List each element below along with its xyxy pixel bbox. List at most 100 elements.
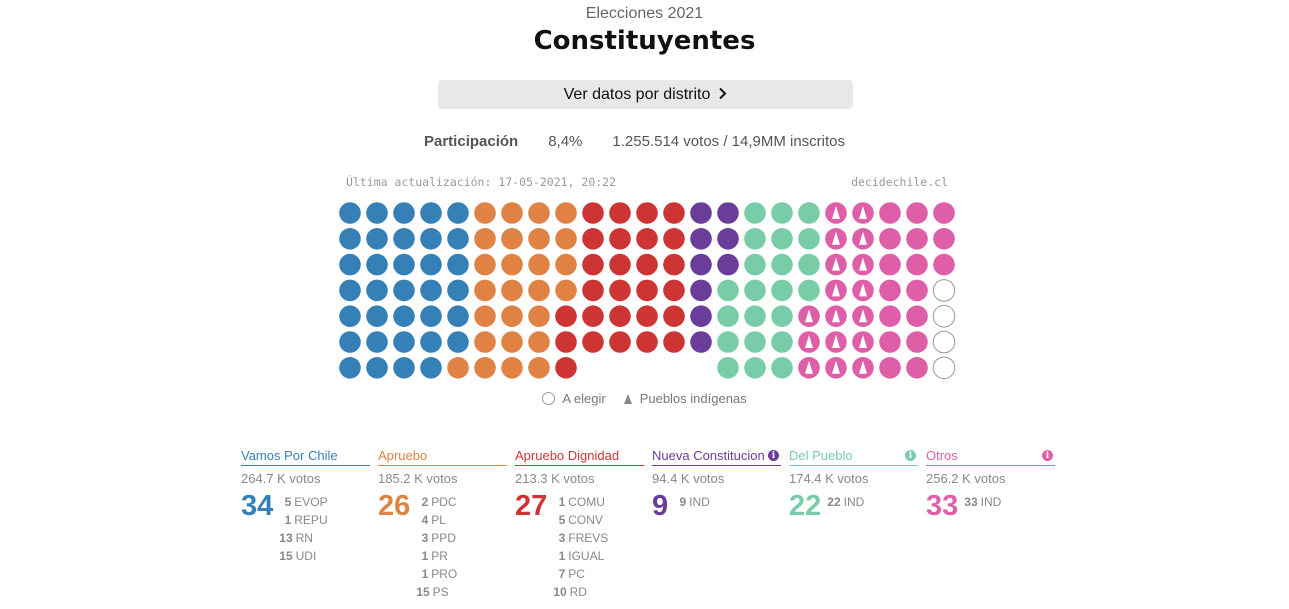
seat-nueva[interactable] bbox=[690, 202, 712, 224]
seat-vamos[interactable] bbox=[420, 305, 442, 327]
source-link[interactable]: decidechile.cl bbox=[851, 175, 948, 189]
seat-dignidad[interactable] bbox=[663, 279, 685, 302]
seat-pueblo[interactable] bbox=[717, 357, 739, 379]
seat-vamos[interactable] bbox=[447, 279, 469, 302]
info-icon[interactable]: i bbox=[905, 450, 916, 461]
seat-vamos[interactable] bbox=[393, 331, 415, 353]
seat-otros[interactable] bbox=[879, 331, 901, 353]
seat-otros[interactable] bbox=[879, 279, 901, 302]
seat-apruebo[interactable] bbox=[501, 228, 523, 250]
seat-otros[interactable] bbox=[933, 228, 955, 250]
seat-otros[interactable] bbox=[933, 202, 955, 224]
seat-vamos[interactable] bbox=[447, 202, 469, 224]
seat-dignidad[interactable] bbox=[636, 253, 658, 276]
seat-apruebo[interactable] bbox=[501, 279, 523, 302]
seat-dignidad[interactable] bbox=[555, 357, 577, 379]
seat-pending[interactable] bbox=[932, 304, 956, 328]
seat-otros[interactable] bbox=[879, 202, 901, 224]
seat-vamos[interactable] bbox=[366, 228, 388, 250]
seat-apruebo[interactable] bbox=[501, 253, 523, 276]
seat-pueblo[interactable] bbox=[798, 253, 820, 276]
seat-apruebo[interactable] bbox=[474, 357, 496, 379]
seat-apruebo[interactable] bbox=[555, 253, 577, 276]
seat-vamos[interactable] bbox=[366, 253, 388, 276]
seat-nueva[interactable] bbox=[690, 331, 712, 353]
seat-vamos[interactable] bbox=[366, 357, 388, 379]
seat-pueblo[interactable] bbox=[717, 305, 739, 327]
seat-apruebo[interactable] bbox=[447, 357, 469, 379]
seat-dignidad[interactable] bbox=[555, 331, 577, 353]
seat-otros[interactable] bbox=[879, 253, 901, 276]
seat-vamos[interactable] bbox=[366, 202, 388, 224]
seat-vamos[interactable] bbox=[393, 305, 415, 327]
seat-apruebo[interactable] bbox=[528, 228, 550, 250]
seat-apruebo[interactable] bbox=[528, 279, 550, 302]
seat-vamos[interactable] bbox=[366, 331, 388, 353]
seat-dignidad[interactable] bbox=[636, 279, 658, 302]
seat-vamos[interactable] bbox=[366, 279, 388, 302]
seat-vamos[interactable] bbox=[393, 253, 415, 276]
seat-dignidad[interactable] bbox=[582, 305, 604, 327]
seat-pueblo[interactable] bbox=[771, 331, 793, 353]
seat-pending[interactable] bbox=[932, 279, 956, 302]
seat-pending[interactable] bbox=[932, 330, 956, 354]
seat-vamos[interactable] bbox=[339, 357, 361, 379]
seat-pueblo[interactable] bbox=[744, 202, 766, 224]
seat-apruebo[interactable] bbox=[501, 331, 523, 353]
seat-otros[interactable] bbox=[879, 357, 901, 379]
seat-pueblo[interactable] bbox=[717, 331, 739, 353]
seat-dignidad[interactable] bbox=[663, 305, 685, 327]
seat-apruebo[interactable] bbox=[528, 357, 550, 379]
seat-otros[interactable] bbox=[879, 305, 901, 327]
seat-dignidad[interactable] bbox=[609, 202, 631, 224]
seat-vamos[interactable] bbox=[447, 331, 469, 353]
seat-otros[interactable] bbox=[933, 253, 955, 276]
seat-dignidad[interactable] bbox=[555, 305, 577, 327]
seat-otros[interactable] bbox=[906, 357, 928, 379]
seat-nueva[interactable] bbox=[690, 305, 712, 327]
seat-pueblo[interactable] bbox=[771, 357, 793, 379]
seat-pueblo[interactable] bbox=[798, 279, 820, 302]
seat-apruebo[interactable] bbox=[501, 202, 523, 224]
seat-dignidad[interactable] bbox=[663, 228, 685, 250]
seat-otros[interactable] bbox=[906, 228, 928, 250]
seat-pueblo[interactable] bbox=[771, 228, 793, 250]
seat-dignidad[interactable] bbox=[582, 202, 604, 224]
seat-otros[interactable] bbox=[906, 279, 928, 302]
seat-pueblo[interactable] bbox=[798, 202, 820, 224]
seat-apruebo[interactable] bbox=[555, 228, 577, 250]
seat-vamos[interactable] bbox=[339, 253, 361, 276]
seat-nueva[interactable] bbox=[717, 228, 739, 250]
district-data-button[interactable]: Ver datos por distrito bbox=[438, 80, 853, 109]
seat-apruebo[interactable] bbox=[474, 279, 496, 302]
seat-vamos[interactable] bbox=[420, 279, 442, 302]
seat-vamos[interactable] bbox=[420, 357, 442, 379]
seat-dignidad[interactable] bbox=[663, 253, 685, 276]
seat-vamos[interactable] bbox=[366, 305, 388, 327]
seat-apruebo[interactable] bbox=[528, 253, 550, 276]
seat-nueva[interactable] bbox=[690, 279, 712, 302]
seat-vamos[interactable] bbox=[420, 253, 442, 276]
seat-dignidad[interactable] bbox=[663, 331, 685, 353]
seat-nueva[interactable] bbox=[690, 228, 712, 250]
seat-apruebo[interactable] bbox=[474, 331, 496, 353]
seat-otros[interactable] bbox=[906, 253, 928, 276]
seat-vamos[interactable] bbox=[447, 305, 469, 327]
seat-pueblo[interactable] bbox=[771, 253, 793, 276]
seat-pueblo[interactable] bbox=[771, 202, 793, 224]
seat-apruebo[interactable] bbox=[528, 305, 550, 327]
seat-otros[interactable] bbox=[906, 331, 928, 353]
seat-vamos[interactable] bbox=[393, 202, 415, 224]
seat-pueblo[interactable] bbox=[744, 253, 766, 276]
info-icon[interactable]: i bbox=[768, 450, 779, 461]
seat-pueblo[interactable] bbox=[798, 228, 820, 250]
seat-dignidad[interactable] bbox=[582, 253, 604, 276]
seat-dignidad[interactable] bbox=[636, 305, 658, 327]
seat-vamos[interactable] bbox=[420, 202, 442, 224]
seat-dignidad[interactable] bbox=[636, 228, 658, 250]
seat-pending[interactable] bbox=[932, 356, 956, 380]
seat-vamos[interactable] bbox=[339, 305, 361, 327]
seat-otros[interactable] bbox=[906, 202, 928, 224]
seat-apruebo[interactable] bbox=[555, 279, 577, 302]
seat-vamos[interactable] bbox=[393, 357, 415, 379]
